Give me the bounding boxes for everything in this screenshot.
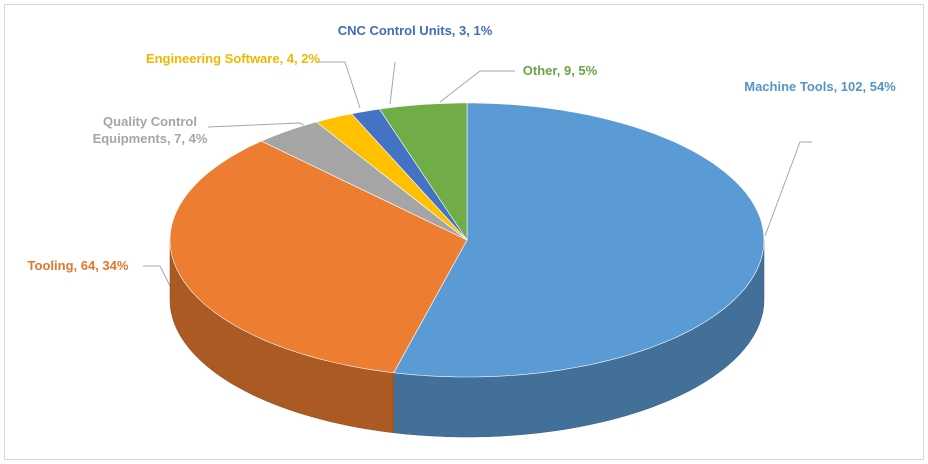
data-label: CNC Control Units, 3, 1% [337, 23, 493, 38]
data-label: Machine Tools, 102, 54% [744, 79, 896, 94]
data-label: Other, 9, 5% [522, 63, 598, 78]
slice [260, 121, 468, 241]
data-label: Quality Control Equipments, 7, 4% [92, 114, 208, 146]
slice [378, 102, 468, 241]
slice [169, 140, 468, 374]
slice [393, 102, 765, 378]
data-label: Tooling, 64, 34% [27, 258, 129, 273]
leader-line [316, 61, 361, 109]
slices [169, 102, 765, 378]
leader-line [389, 61, 396, 105]
data-label: Engineering Software, 4, 2% [145, 51, 321, 66]
leader-line [439, 70, 515, 103]
slice [315, 113, 468, 241]
leader-line [764, 141, 812, 237]
